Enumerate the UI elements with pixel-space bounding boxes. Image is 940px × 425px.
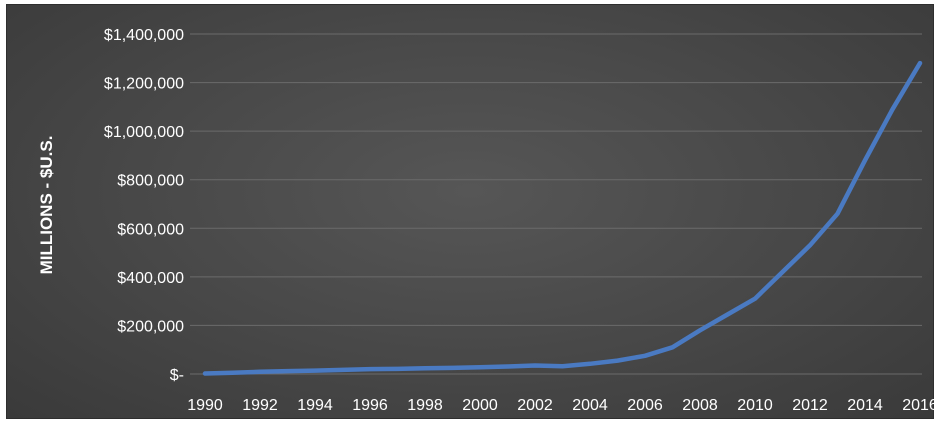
x-tick-label: 2000 [462,397,498,414]
y-tick-label: $400,000 [117,270,184,287]
x-tick-label: 1992 [242,397,278,414]
gridlines [190,33,922,375]
y-axis-title: MILLIONS - $U.S. [37,136,56,275]
y-tick-label: $- [170,367,184,384]
chart-area [6,4,934,419]
x-tick-label: 2002 [517,397,553,414]
x-tick-label: 1998 [407,397,443,414]
y-tick-label: $1,200,000 [104,76,184,93]
x-tick-label: 2004 [572,397,608,414]
y-tick-label: $1,000,000 [104,124,184,141]
y-tick-label: $200,000 [117,318,184,335]
y-axis-ticks: $- $200,000 $400,000 $600,000 $800,000 $1,000… [104,27,184,384]
x-axis-ticks: 1990 1992 1994 1996 1998 2000 2002 2004 2006 2008… [187,397,938,414]
x-tick-label: 2014 [847,397,883,414]
x-tick-label: 1994 [297,397,333,414]
x-tick-label: 2012 [792,397,828,414]
x-tick-label: 2016 [902,397,938,414]
y-tick-label: $600,000 [117,221,184,238]
series-line [202,60,923,376]
series-layer [202,60,923,376]
y-tick-label: $800,000 [117,173,184,190]
x-tick-label: 2006 [627,397,663,414]
x-tick-label: 1990 [187,397,223,414]
y-tick-label: $1,400,000 [104,27,184,44]
x-tick-label: 2008 [682,397,718,414]
x-tick-label: 2010 [737,397,773,414]
x-tick-label: 1996 [352,397,388,414]
